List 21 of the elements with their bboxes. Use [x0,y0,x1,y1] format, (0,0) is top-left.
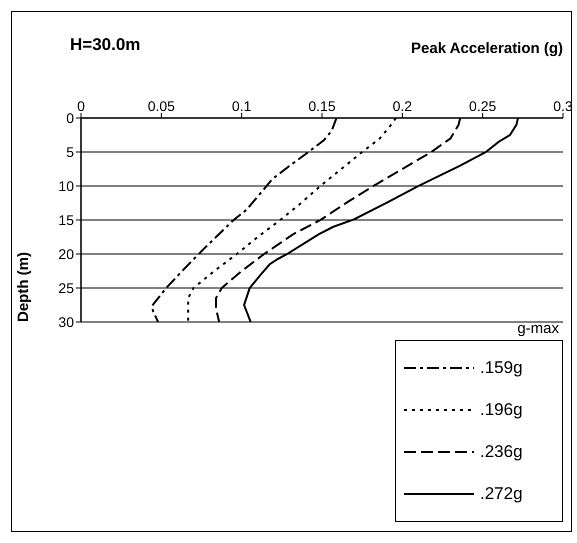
legend-title: g-max [516,320,560,339]
chart-title: H=30.0m [70,35,140,55]
x-tick-label: 0.15 [308,98,336,114]
legend-label: .159g [480,358,523,378]
x-tick-label: 0.05 [148,98,176,114]
x-tick-label: 0.1 [232,98,252,114]
y-tick-label: 0 [66,110,74,126]
x-axis-title: Peak Acceleration (g) [411,40,563,57]
legend-label: .196g [480,400,523,420]
x-tick-label: 0.2 [392,98,412,114]
y-tick-label: 20 [58,246,74,262]
y-tick-label: 30 [58,314,74,330]
y-axis-title: Depth (m) [15,252,32,322]
y-tick-label: 25 [58,280,74,296]
x-tick-label: 0 [77,98,86,114]
legend-label: .236g [480,442,523,462]
y-tick-label: 10 [58,178,74,194]
x-tick-label: 0.25 [469,98,497,114]
y-tick-label: 15 [58,212,74,228]
legend-label: .272g [480,484,523,504]
y-tick-label: 5 [66,144,74,160]
